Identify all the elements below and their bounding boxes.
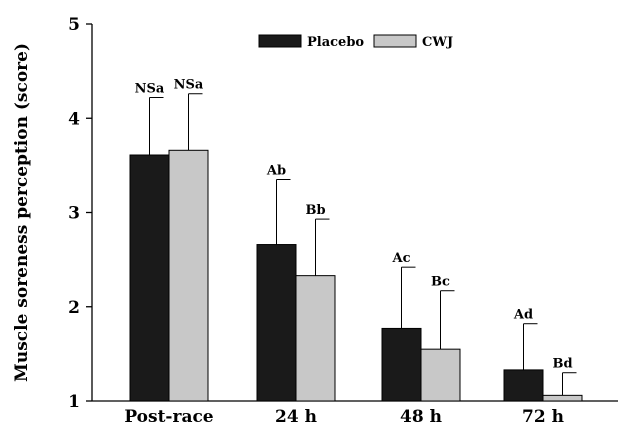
y-tick-label: 4 bbox=[68, 109, 80, 129]
significance-label: NSa bbox=[135, 82, 165, 97]
x-tick-label: Post-race bbox=[124, 407, 213, 427]
x-tick-label: 24 h bbox=[275, 407, 317, 427]
bar-cwj bbox=[168, 149, 209, 402]
legend-label: CWJ bbox=[422, 35, 453, 50]
legend-label: Placebo bbox=[307, 35, 364, 50]
bar-cwj bbox=[295, 275, 336, 402]
y-tick-label: 2 bbox=[68, 298, 80, 318]
significance-label: Ad bbox=[513, 308, 533, 323]
y-axis-label: Muscle soreness perception (score) bbox=[12, 43, 32, 382]
bar-placebo bbox=[129, 154, 170, 402]
y-tick-label: 3 bbox=[68, 204, 80, 224]
y-tick-label: 1 bbox=[68, 392, 80, 412]
significance-label: Bd bbox=[552, 357, 572, 372]
x-tick-label: 72 h bbox=[522, 407, 564, 427]
significance-label: Ac bbox=[391, 251, 410, 266]
y-tick-label: 5 bbox=[68, 15, 80, 35]
bar-placebo bbox=[381, 327, 422, 402]
legend-swatch-cwj bbox=[373, 34, 417, 48]
x-tick-label: 48 h bbox=[400, 407, 442, 427]
y-axis: 1 2 3 4 5 bbox=[68, 15, 93, 412]
x-axis: Post-race 24 h 48 h 72 h bbox=[92, 400, 618, 427]
legend-swatch-placebo bbox=[258, 34, 302, 48]
significance-label: Ab bbox=[266, 164, 286, 179]
significance-label: Bc bbox=[431, 275, 450, 290]
significance-label: NSa bbox=[174, 78, 204, 93]
bar-placebo bbox=[503, 369, 544, 402]
bars: NSa NSa Ab Bb Ac Bc Ad Bd bbox=[129, 78, 583, 402]
legend: Placebo CWJ bbox=[258, 34, 453, 50]
bar-placebo bbox=[256, 244, 297, 402]
significance-label: Bb bbox=[305, 203, 325, 218]
bar-cwj bbox=[542, 394, 583, 402]
bar-cwj bbox=[420, 348, 461, 402]
